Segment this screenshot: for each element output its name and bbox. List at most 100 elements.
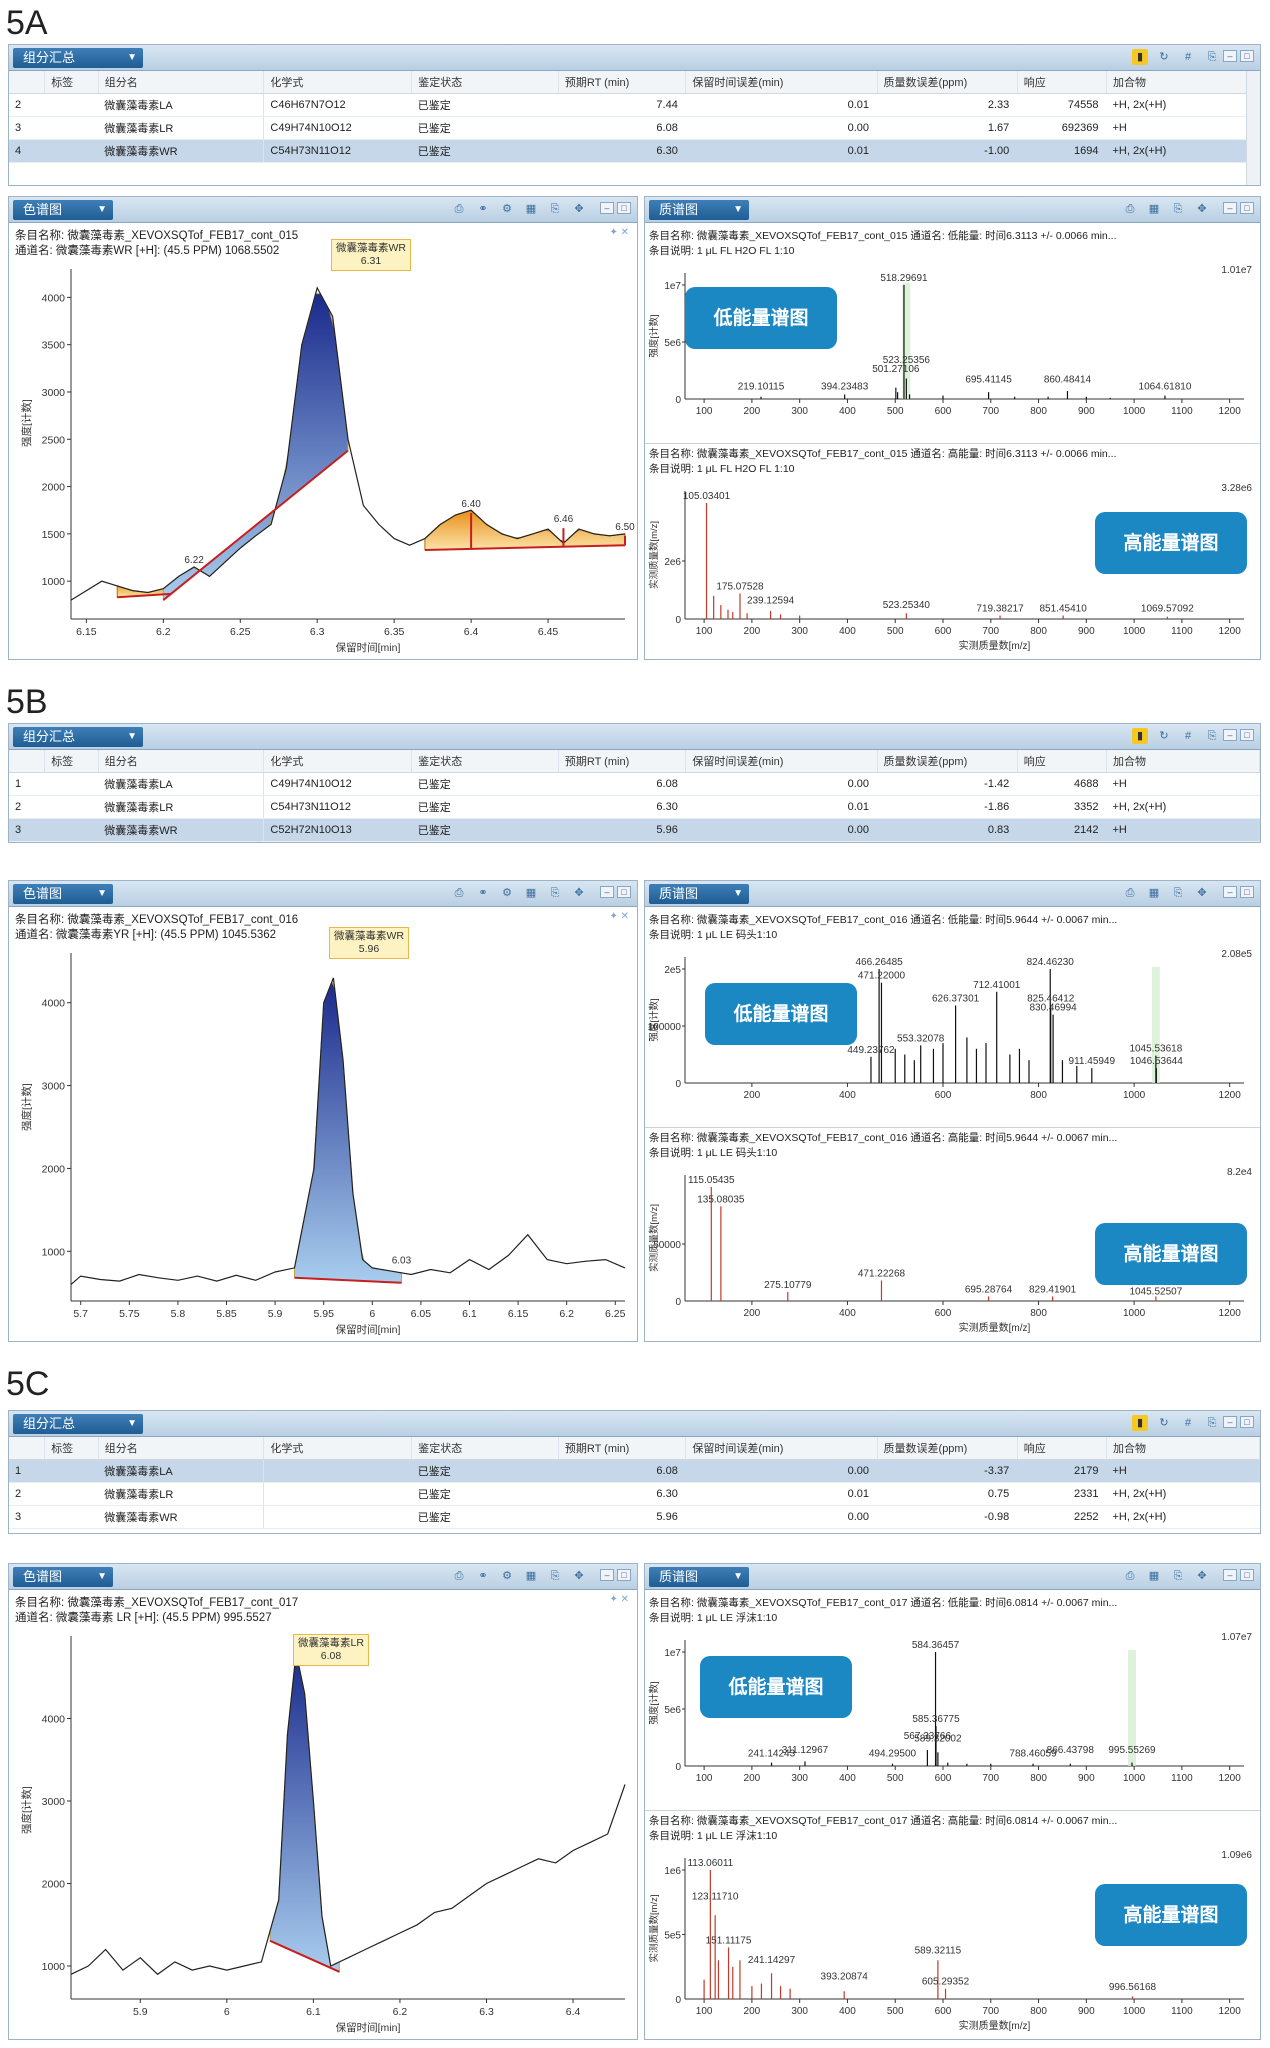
- maximize-icon[interactable]: □: [1240, 886, 1254, 898]
- maximize-icon[interactable]: □: [1240, 1569, 1254, 1581]
- col-header[interactable]: [9, 71, 46, 94]
- col-header[interactable]: 加合物: [1106, 750, 1260, 773]
- minimize-icon[interactable]: –: [1223, 1569, 1237, 1581]
- link-icon[interactable]: ⚭: [478, 203, 488, 215]
- link-icon[interactable]: ⚭: [478, 887, 488, 899]
- chrom-dropdown[interactable]: 色谱图 ▼: [13, 1566, 113, 1587]
- maximize-icon[interactable]: □: [1240, 1416, 1254, 1428]
- table-row[interactable]: 4 微囊藻毒素WR C54H73N11O12 已鉴定 6.30 0.01 -1.00 1694…: [9, 139, 1260, 163]
- highlight-icon[interactable]: ▮: [1132, 1415, 1148, 1431]
- settings-icon[interactable]: ⚙: [502, 203, 512, 215]
- maximize-icon[interactable]: □: [617, 1569, 631, 1581]
- table-row[interactable]: 2 微囊藻毒素LA C46H67N7O12 已鉴定 7.44 0.01 2.33 74558 +…: [9, 93, 1260, 117]
- ms-dropdown[interactable]: 质谱图 ▼: [649, 1566, 749, 1587]
- grid-icon[interactable]: #: [1184, 730, 1192, 742]
- refresh-icon[interactable]: ↻: [1159, 730, 1169, 742]
- col-header[interactable]: 加合物: [1106, 71, 1260, 94]
- refresh-icon[interactable]: ↻: [1159, 51, 1169, 63]
- col-header[interactable]: 组分名: [98, 71, 265, 94]
- col-header[interactable]: 响应: [1017, 71, 1107, 94]
- col-header[interactable]: 响应: [1017, 1437, 1107, 1460]
- copy-icon[interactable]: ⎘: [550, 1570, 560, 1582]
- grid-icon[interactable]: #: [1184, 51, 1192, 63]
- table-icon[interactable]: ▦: [525, 203, 537, 215]
- export-icon[interactable]: ⎘: [1207, 730, 1217, 742]
- minimize-icon[interactable]: –: [1223, 1416, 1237, 1428]
- print-icon[interactable]: ⎙: [454, 203, 464, 215]
- col-header[interactable]: 加合物: [1106, 1437, 1260, 1460]
- col-header[interactable]: 化学式: [263, 71, 413, 94]
- pin-icon[interactable]: ✦ ✕: [609, 227, 629, 238]
- link-icon[interactable]: ⚭: [478, 1570, 488, 1582]
- col-header[interactable]: 化学式: [263, 1437, 413, 1460]
- move-icon[interactable]: ✥: [1197, 1570, 1207, 1582]
- col-header[interactable]: 预期RT (min): [558, 1437, 687, 1460]
- table-row[interactable]: 1 微囊藻毒素LA C49H74N10O12 已鉴定 6.08 0.00 -1.42 4688…: [9, 772, 1260, 796]
- col-header[interactable]: 质量数误差(ppm): [877, 750, 1018, 773]
- table-icon[interactable]: ▦: [525, 1570, 537, 1582]
- col-header[interactable]: 响应: [1017, 750, 1107, 773]
- summary-dropdown[interactable]: 组分汇总 ▼: [13, 1413, 143, 1434]
- col-header[interactable]: 组分名: [98, 1437, 265, 1460]
- table-row[interactable]: 3 微囊藻毒素LR C49H74N10O12 已鉴定 6.08 0.00 1.67 69236…: [9, 116, 1260, 140]
- col-header[interactable]: 质量数误差(ppm): [877, 71, 1018, 94]
- print-icon[interactable]: ⎙: [454, 887, 464, 899]
- col-header[interactable]: [9, 1437, 46, 1460]
- table-row[interactable]: 3 微囊藻毒素WR C52H72N10O13 已鉴定 5.96 0.00 0.83 2142 +…: [9, 818, 1260, 842]
- minimize-icon[interactable]: –: [1223, 729, 1237, 741]
- copy-icon[interactable]: ⎘: [550, 887, 560, 899]
- maximize-icon[interactable]: □: [617, 886, 631, 898]
- col-header[interactable]: 保留时间误差(min): [685, 1437, 878, 1460]
- pin-icon[interactable]: ✦ ✕: [609, 1594, 629, 1605]
- col-header[interactable]: 预期RT (min): [558, 71, 687, 94]
- table-icon[interactable]: ▦: [525, 887, 537, 899]
- col-header[interactable]: 鉴定状态: [411, 1437, 559, 1460]
- maximize-icon[interactable]: □: [617, 202, 631, 214]
- copy-icon[interactable]: ⎘: [1173, 1570, 1183, 1582]
- maximize-icon[interactable]: □: [1240, 50, 1254, 62]
- export-icon[interactable]: ⎘: [1207, 1417, 1217, 1429]
- grid-icon[interactable]: #: [1184, 1417, 1192, 1429]
- col-header[interactable]: 保留时间误差(min): [685, 750, 878, 773]
- col-header[interactable]: 预期RT (min): [558, 750, 687, 773]
- col-header[interactable]: 鉴定状态: [411, 750, 559, 773]
- copy-icon[interactable]: ⎘: [1173, 203, 1183, 215]
- col-header[interactable]: 保留时间误差(min): [685, 71, 878, 94]
- print-icon[interactable]: ⎙: [1125, 887, 1135, 899]
- col-header[interactable]: 质量数误差(ppm): [877, 1437, 1018, 1460]
- maximize-icon[interactable]: □: [1240, 202, 1254, 214]
- summary-dropdown[interactable]: 组分汇总 ▼: [13, 47, 143, 68]
- table-icon[interactable]: ▦: [1148, 887, 1160, 899]
- move-icon[interactable]: ✥: [1197, 203, 1207, 215]
- table-row[interactable]: 2 微囊藻毒素LR 已鉴定 6.30 0.01 0.75 2331 +H, 2x(+H): [9, 1482, 1260, 1506]
- table-row[interactable]: 2 微囊藻毒素LR C54H73N11O12 已鉴定 6.30 0.01 -1.86 3352…: [9, 795, 1260, 819]
- pin-icon[interactable]: ✦ ✕: [609, 911, 629, 922]
- summary-dropdown[interactable]: 组分汇总 ▼: [13, 726, 143, 747]
- chrom-dropdown[interactable]: 色谱图 ▼: [13, 199, 113, 220]
- col-header[interactable]: 标签: [44, 750, 99, 773]
- settings-icon[interactable]: ⚙: [502, 887, 512, 899]
- table-icon[interactable]: ▦: [1148, 1570, 1160, 1582]
- col-header[interactable]: 化学式: [263, 750, 413, 773]
- refresh-icon[interactable]: ↻: [1159, 1417, 1169, 1429]
- ms-dropdown[interactable]: 质谱图 ▼: [649, 199, 749, 220]
- minimize-icon[interactable]: –: [600, 202, 614, 214]
- col-header[interactable]: [9, 750, 46, 773]
- copy-icon[interactable]: ⎘: [1173, 887, 1183, 899]
- highlight-icon[interactable]: ▮: [1132, 49, 1148, 65]
- maximize-icon[interactable]: □: [1240, 729, 1254, 741]
- minimize-icon[interactable]: –: [600, 1569, 614, 1581]
- copy-icon[interactable]: ⎘: [550, 203, 560, 215]
- move-icon[interactable]: ✥: [1197, 887, 1207, 899]
- print-icon[interactable]: ⎙: [1125, 1570, 1135, 1582]
- ms-dropdown[interactable]: 质谱图 ▼: [649, 883, 749, 904]
- move-icon[interactable]: ✥: [574, 203, 584, 215]
- col-header[interactable]: 组分名: [98, 750, 265, 773]
- highlight-icon[interactable]: ▮: [1132, 728, 1148, 744]
- minimize-icon[interactable]: –: [600, 886, 614, 898]
- minimize-icon[interactable]: –: [1223, 50, 1237, 62]
- print-icon[interactable]: ⎙: [1125, 203, 1135, 215]
- table-row[interactable]: 1 微囊藻毒素LA 已鉴定 6.08 0.00 -3.37 2179 +H: [9, 1459, 1260, 1483]
- table-row[interactable]: 3 微囊藻毒素WR 已鉴定 5.96 0.00 -0.98 2252 +H, 2x(+H): [9, 1505, 1260, 1529]
- minimize-icon[interactable]: –: [1223, 886, 1237, 898]
